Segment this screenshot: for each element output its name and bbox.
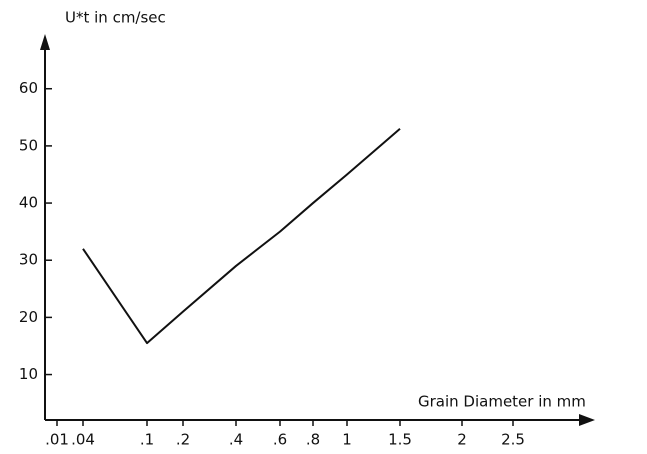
x-tick-label: .8 — [306, 431, 320, 449]
x-axis-arrow — [579, 414, 595, 426]
x-tick-label: .1 — [140, 431, 154, 449]
y-tick-label: 20 — [19, 308, 38, 326]
y-tick-label: 60 — [19, 79, 38, 97]
y-axis-label: U*t in cm/sec — [65, 9, 166, 27]
x-tick-label: 2 — [457, 431, 467, 449]
y-axis-arrow — [40, 34, 50, 50]
y-tick-label: 10 — [19, 365, 38, 383]
x-tick-label: .01 — [45, 431, 69, 449]
x-tick-label: .2 — [176, 431, 190, 449]
y-tick-label: 50 — [19, 136, 38, 154]
x-tick-label: 1.5 — [388, 431, 412, 449]
x-axis-label: Grain Diameter in mm — [418, 393, 586, 411]
x-tick-label: 2.5 — [501, 431, 525, 449]
x-tick-label: .04 — [71, 431, 95, 449]
y-tick-label: 30 — [19, 251, 38, 269]
x-tick-label: .6 — [273, 431, 287, 449]
x-tick-label: 1 — [342, 431, 352, 449]
x-tick-label: .4 — [229, 431, 243, 449]
y-tick-label: 40 — [19, 194, 38, 212]
data-line — [82, 127, 401, 345]
